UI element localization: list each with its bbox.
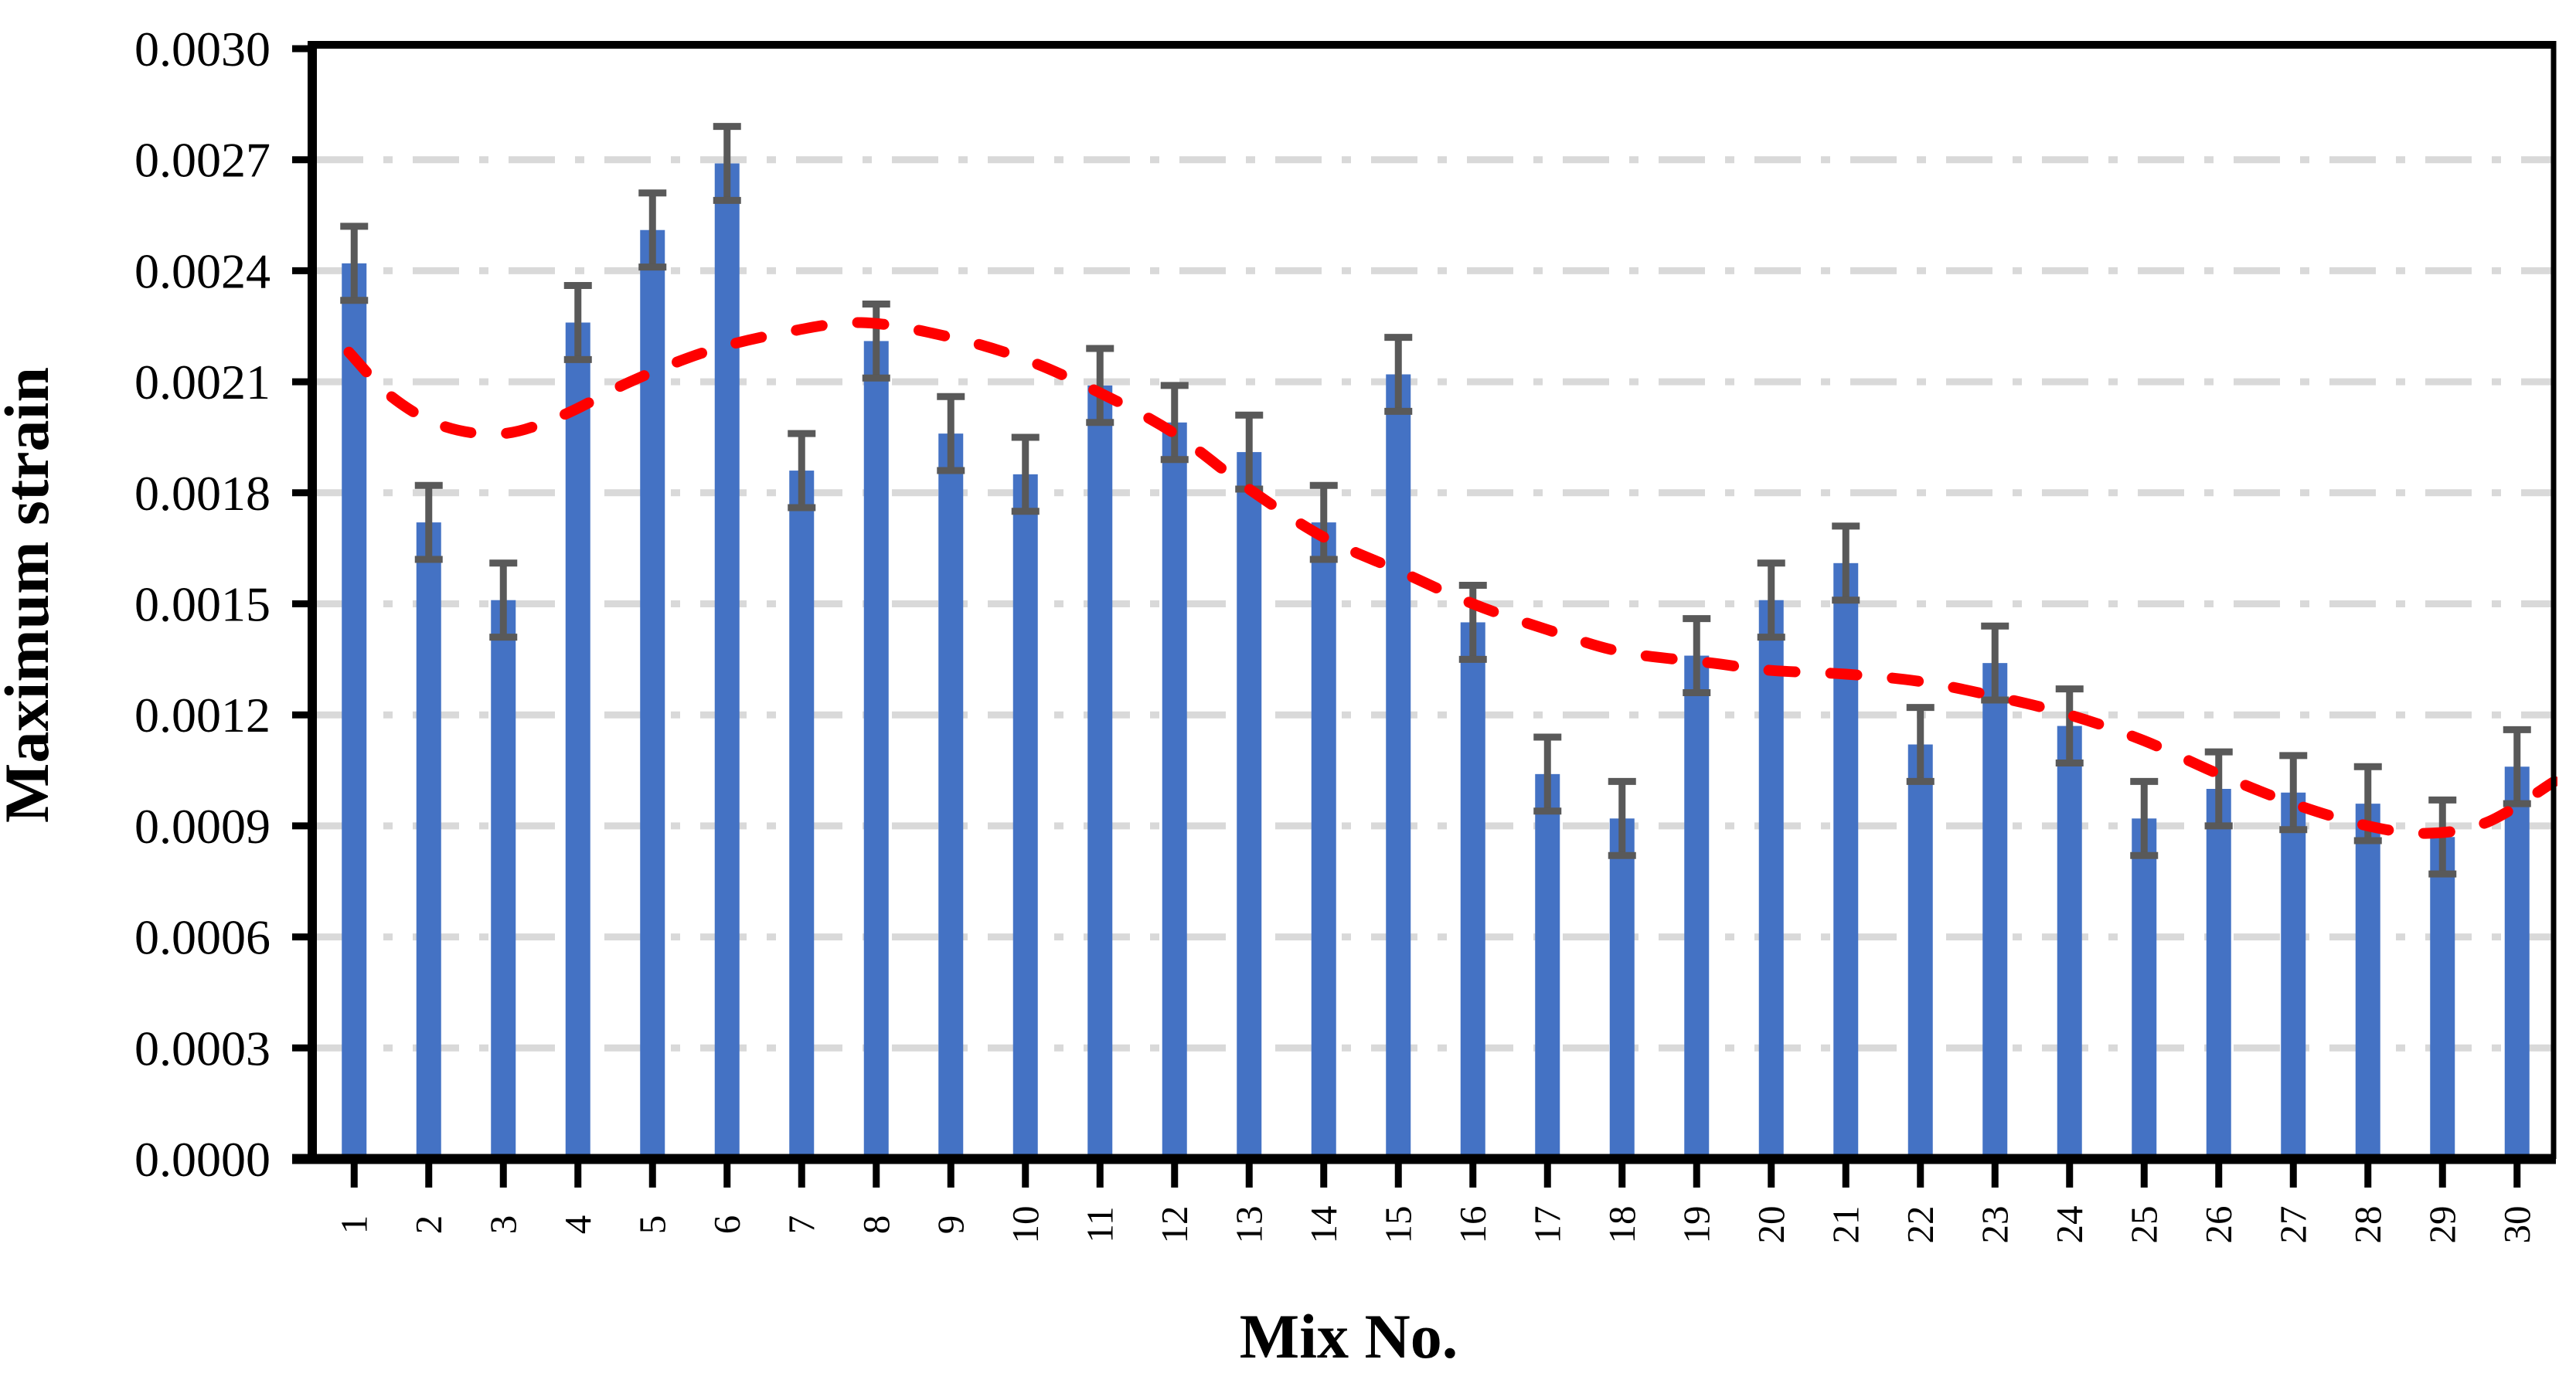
bar xyxy=(2132,818,2157,1164)
x-tick-label: 12 xyxy=(1153,1206,1196,1244)
x-tick-label: 2 xyxy=(407,1215,450,1235)
y-tick-label: 0.0012 xyxy=(134,688,271,743)
x-tick-label: 1 xyxy=(332,1215,375,1235)
y-tick-label: 0.0024 xyxy=(134,243,271,298)
x-tick-label: 7 xyxy=(780,1215,822,1235)
bar xyxy=(2057,726,2082,1164)
x-tick-label: 17 xyxy=(1526,1206,1568,1244)
y-tick-label: 0.0006 xyxy=(134,910,271,965)
x-tick-label: 16 xyxy=(1451,1206,1494,1244)
x-tick-label: 9 xyxy=(929,1215,972,1235)
y-tick-label: 0.0009 xyxy=(134,799,271,854)
x-tick-label: 18 xyxy=(1601,1206,1643,1244)
bar xyxy=(1012,474,1038,1164)
x-tick-label: 20 xyxy=(1750,1206,1792,1244)
x-tick-label: 26 xyxy=(2197,1206,2240,1244)
y-tick-label: 0.0030 xyxy=(134,22,271,76)
trendline xyxy=(343,317,2557,839)
x-axis-title: Mix No. xyxy=(1240,1301,1458,1371)
bar xyxy=(714,163,740,1164)
y-axis-ticks xyxy=(292,45,312,1163)
y-tick-label: 0.0021 xyxy=(134,355,271,410)
x-tick-label: 28 xyxy=(2346,1206,2389,1244)
x-tick-label: 27 xyxy=(2271,1206,2314,1244)
x-tick-label: 6 xyxy=(706,1215,748,1235)
bar xyxy=(1535,773,1560,1164)
trendline-path xyxy=(343,317,2557,839)
bar xyxy=(491,600,516,1164)
x-tick-label: 8 xyxy=(855,1215,897,1235)
x-tick-label: 25 xyxy=(2122,1206,2165,1244)
bar xyxy=(2281,792,2306,1164)
gridlines xyxy=(317,156,2551,1052)
bar xyxy=(416,522,441,1164)
y-axis-title: Maximum strain xyxy=(0,367,62,823)
bar xyxy=(863,341,889,1164)
x-tick-label: 29 xyxy=(2421,1206,2463,1244)
bar xyxy=(789,471,815,1164)
x-tick-label: 4 xyxy=(556,1215,599,1235)
bar xyxy=(1907,744,1933,1164)
y-tick-label: 0.0000 xyxy=(134,1132,271,1187)
bar xyxy=(2206,789,2231,1164)
bar xyxy=(1087,385,1113,1164)
x-tick-label: 3 xyxy=(482,1215,524,1235)
bar xyxy=(1386,374,1411,1164)
y-tick-label: 0.0003 xyxy=(134,1021,271,1076)
y-axis-tick-labels: 0.0000 0.0003 0.0006 0.0009 0.0012 0.0015 0.00… xyxy=(134,22,271,1187)
x-tick-label: 11 xyxy=(1078,1206,1121,1242)
y-tick-label: 0.0027 xyxy=(134,133,271,188)
x-tick-label: 19 xyxy=(1675,1206,1717,1244)
bar xyxy=(1833,562,1859,1164)
error-bars xyxy=(340,123,2531,878)
x-tick-label: 10 xyxy=(1004,1206,1046,1244)
x-axis-tick-labels: 1 2 3 4 5 6 7 8 9 10 11 12 13 14 15 16 17 18 19 20 21 22 23 24 2… xyxy=(332,1206,2538,1244)
x-tick-label: 23 xyxy=(1973,1206,2016,1244)
x-tick-label: 13 xyxy=(1227,1206,1270,1244)
bar xyxy=(1162,422,1187,1164)
bar xyxy=(1237,452,1262,1164)
bar xyxy=(2504,766,2530,1164)
bar xyxy=(342,263,367,1164)
x-tick-label: 22 xyxy=(1899,1206,1941,1244)
x-tick-label: 14 xyxy=(1302,1206,1345,1244)
bar xyxy=(1311,522,1336,1164)
bar xyxy=(938,433,964,1164)
x-tick-label: 30 xyxy=(2496,1206,2538,1244)
bar xyxy=(1982,663,2008,1164)
x-tick-label: 15 xyxy=(1376,1206,1419,1244)
bar xyxy=(1609,818,1635,1164)
bar xyxy=(1684,655,1710,1164)
x-tick-label: 5 xyxy=(631,1215,673,1235)
bar xyxy=(640,229,665,1164)
bar xyxy=(1460,622,1485,1164)
x-tick-label: 24 xyxy=(2048,1206,2091,1244)
x-axis-ticks xyxy=(350,1164,2521,1188)
bar-series xyxy=(342,163,2530,1164)
y-tick-label: 0.0018 xyxy=(134,466,271,521)
bar xyxy=(2355,804,2380,1164)
bar xyxy=(565,322,590,1164)
x-tick-label: 21 xyxy=(1824,1206,1866,1244)
bar xyxy=(1758,600,1784,1164)
y-tick-label: 0.0015 xyxy=(134,577,271,632)
bar xyxy=(2430,837,2455,1164)
